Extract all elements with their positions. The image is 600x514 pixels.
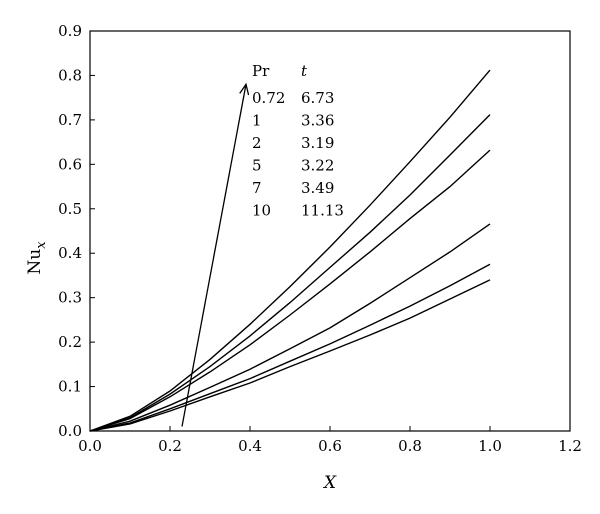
y-axis-title-sub: x <box>34 241 49 249</box>
series-line-3 <box>89 223 491 432</box>
legend: Pr t 0.72 6.73 1 3.36 2 3.19 5 3.22 7 3.49 10 11.13 <box>252 62 344 220</box>
x-tick-label: 1.2 <box>558 437 582 455</box>
legend-pr-value: 1 <box>252 112 262 130</box>
y-tick-label: 0.3 <box>58 289 82 307</box>
legend-header-pr: Pr <box>252 62 270 80</box>
y-tick-label: 0.6 <box>58 155 82 173</box>
legend-t-value: 3.49 <box>301 179 334 197</box>
legend-t-value: 6.73 <box>301 89 334 107</box>
x-tick-label: 0.4 <box>238 437 262 455</box>
y-tick-label: 0.1 <box>58 378 82 396</box>
legend-pr-value: 2 <box>252 134 262 152</box>
legend-t-value: 3.22 <box>301 157 334 175</box>
series-line-6 <box>89 69 491 432</box>
series-line-5 <box>89 114 491 432</box>
series-line-2 <box>89 263 491 432</box>
series-line-4 <box>89 149 491 432</box>
direction-arrow <box>181 82 250 427</box>
y-ticks: 0.0 0.1 0.2 0.3 0.4 0.5 0.6 0.7 0.8 0.9 <box>58 22 95 440</box>
series-line-1 <box>89 279 491 432</box>
y-tick-label: 0.4 <box>58 244 82 262</box>
legend-pr-value: 10 <box>252 202 271 220</box>
y-tick-label: 0.5 <box>58 200 82 218</box>
legend-pr-value: 5 <box>252 157 262 175</box>
y-tick-label: 0.8 <box>58 66 82 84</box>
y-tick-label: 0.2 <box>58 333 82 351</box>
y-axis-title: Nux <box>25 241 49 275</box>
y-axis-title-main: Nu <box>25 249 45 275</box>
legend-pr-value: 0.72 <box>252 89 285 107</box>
x-tick-label: 0.2 <box>158 437 182 455</box>
legend-t-value: 3.19 <box>301 134 334 152</box>
arrow-head <box>239 82 250 96</box>
x-tick-label: 1.0 <box>478 437 502 455</box>
x-axis-title: X <box>322 473 337 493</box>
x-tick-label: 0.6 <box>318 437 342 455</box>
legend-t-value: 11.13 <box>301 202 344 220</box>
arrow-shaft <box>181 84 247 427</box>
x-tick-label: 0.0 <box>78 437 102 455</box>
legend-t-value: 3.36 <box>301 112 334 130</box>
legend-pr-value: 7 <box>252 179 262 197</box>
y-tick-label: 0.0 <box>58 422 82 440</box>
series-group <box>89 69 491 432</box>
x-ticks: 0.0 0.2 0.4 0.6 0.8 1.0 1.2 <box>78 426 582 455</box>
y-tick-label: 0.7 <box>58 111 82 129</box>
x-tick-label: 0.8 <box>398 437 422 455</box>
legend-header-t: t <box>301 62 308 80</box>
y-tick-label: 0.9 <box>58 22 82 40</box>
